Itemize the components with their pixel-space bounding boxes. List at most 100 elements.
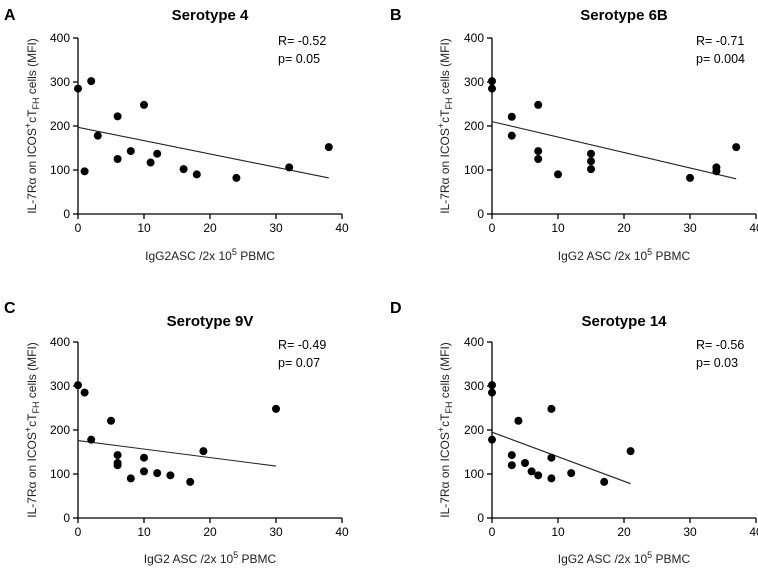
panel-letter: B (390, 7, 402, 24)
panel-letter: C (4, 300, 16, 317)
data-point (113, 112, 122, 121)
regression-line (491, 121, 737, 180)
stat-r-value: R= -0.52 (278, 34, 326, 48)
x-tick-label: 30 (269, 525, 283, 539)
data-point (113, 155, 122, 163)
data-point (199, 447, 208, 456)
x-tick-label: 20 (203, 525, 217, 539)
stat-p-value: p= 0.07 (278, 356, 320, 370)
data-point (272, 404, 280, 413)
y-tick-label: 0 (477, 511, 484, 525)
data-point (140, 453, 148, 462)
data-point (521, 459, 529, 467)
data-point (80, 388, 89, 397)
y-tick-label: 200 (464, 119, 484, 133)
chart-title: Serotype 14 (581, 313, 667, 330)
x-tick-label: 40 (749, 221, 758, 235)
data-point (87, 435, 96, 444)
data-point (534, 147, 543, 156)
y-tick-label: 400 (464, 335, 484, 349)
panel-letter: D (390, 300, 402, 317)
data-point (153, 469, 162, 478)
y-tick-label: 0 (63, 207, 70, 221)
y-tick-label: 400 (464, 31, 484, 45)
y-tick-label: 200 (464, 423, 484, 437)
data-point (324, 143, 333, 152)
chart-title: Serotype 9V (167, 313, 254, 330)
y-tick-label: 200 (50, 119, 70, 133)
y-tick-label: 400 (50, 335, 70, 349)
x-tick-label: 30 (269, 221, 283, 235)
data-point (626, 447, 635, 456)
x-tick-label: 0 (489, 221, 496, 235)
data-point (686, 173, 694, 182)
panel-letter: A (4, 7, 16, 24)
stat-r-value: R= -0.49 (278, 338, 326, 352)
x-tick-label: 0 (489, 525, 496, 539)
stat-r-value: R= -0.56 (696, 338, 744, 352)
data-point (534, 100, 543, 109)
data-point (232, 173, 241, 182)
data-point (567, 469, 576, 478)
y-tick-label: 100 (464, 467, 484, 481)
data-point (547, 474, 556, 483)
y-axis-label: IL-7Rα on ICOS+cTFH cells (MFI) (436, 342, 454, 518)
regression-line (491, 431, 631, 485)
y-tick-label: 200 (50, 423, 70, 437)
stat-r-value: R= -0.71 (696, 34, 744, 48)
x-tick-label: 10 (137, 525, 151, 539)
data-point (113, 451, 122, 460)
data-point (192, 170, 201, 179)
x-tick-label: 30 (683, 525, 697, 539)
data-point (74, 381, 82, 390)
x-tick-label: 40 (335, 525, 349, 539)
x-tick-label: 0 (75, 525, 82, 539)
data-point (514, 416, 523, 425)
data-point (554, 170, 562, 179)
data-point (547, 404, 556, 413)
x-tick-label: 40 (749, 525, 758, 539)
data-point (600, 477, 609, 486)
data-point (488, 435, 496, 444)
data-point (140, 467, 148, 476)
data-point (488, 381, 496, 390)
data-point (547, 453, 556, 462)
data-point (179, 165, 188, 174)
data-point (285, 163, 294, 172)
x-axis-label: IgG2 ASC /2x 105 PBMC (558, 247, 691, 263)
y-tick-label: 300 (50, 379, 70, 393)
stat-p-value: p= 0.05 (278, 52, 320, 66)
data-point (74, 84, 82, 93)
data-point (534, 471, 543, 480)
data-point (507, 131, 516, 140)
y-tick-label: 300 (50, 75, 70, 89)
panel-d: D Serotype 14 0 100 200 300 400 0 10 20 30 40 IgG2 A… (390, 300, 758, 566)
x-tick-label: 20 (617, 525, 631, 539)
data-point (153, 149, 162, 158)
x-axis-label: IgG2 ASC /2x 105 PBMC (558, 550, 691, 566)
data-point (587, 165, 595, 174)
data-point (527, 467, 536, 476)
data-point (488, 388, 496, 397)
x-tick-label: 40 (335, 221, 349, 235)
y-tick-label: 0 (63, 511, 70, 525)
y-tick-label: 100 (50, 163, 70, 177)
data-point (587, 149, 595, 158)
data-point (712, 167, 721, 176)
x-axis-label: IgG2 ASC /2x 105 PBMC (144, 550, 277, 566)
panel-b: B Serotype 6B 0 100 200 300 400 0 10 20 30 40 IgG2 A… (390, 7, 758, 263)
data-point (107, 416, 115, 425)
data-point (534, 155, 543, 163)
y-axis-label: IL-7Rα on ICOS+cTFH cells (MFI) (23, 38, 41, 214)
chart-title: Serotype 4 (172, 7, 249, 24)
data-point (80, 167, 89, 176)
panel-c: C Serotype 9V 0 100 200 300 400 0 10 20 30 40 IgG2 A… (4, 300, 349, 566)
data-point (587, 157, 595, 166)
data-point (507, 451, 516, 460)
data-point (732, 143, 741, 152)
data-point (507, 112, 516, 121)
x-tick-label: 10 (551, 525, 565, 539)
data-point (146, 158, 155, 167)
panel-a: A Serotype 4 0 100 200 300 400 0 10 20 30 40 IgG2ASC… (4, 7, 349, 263)
